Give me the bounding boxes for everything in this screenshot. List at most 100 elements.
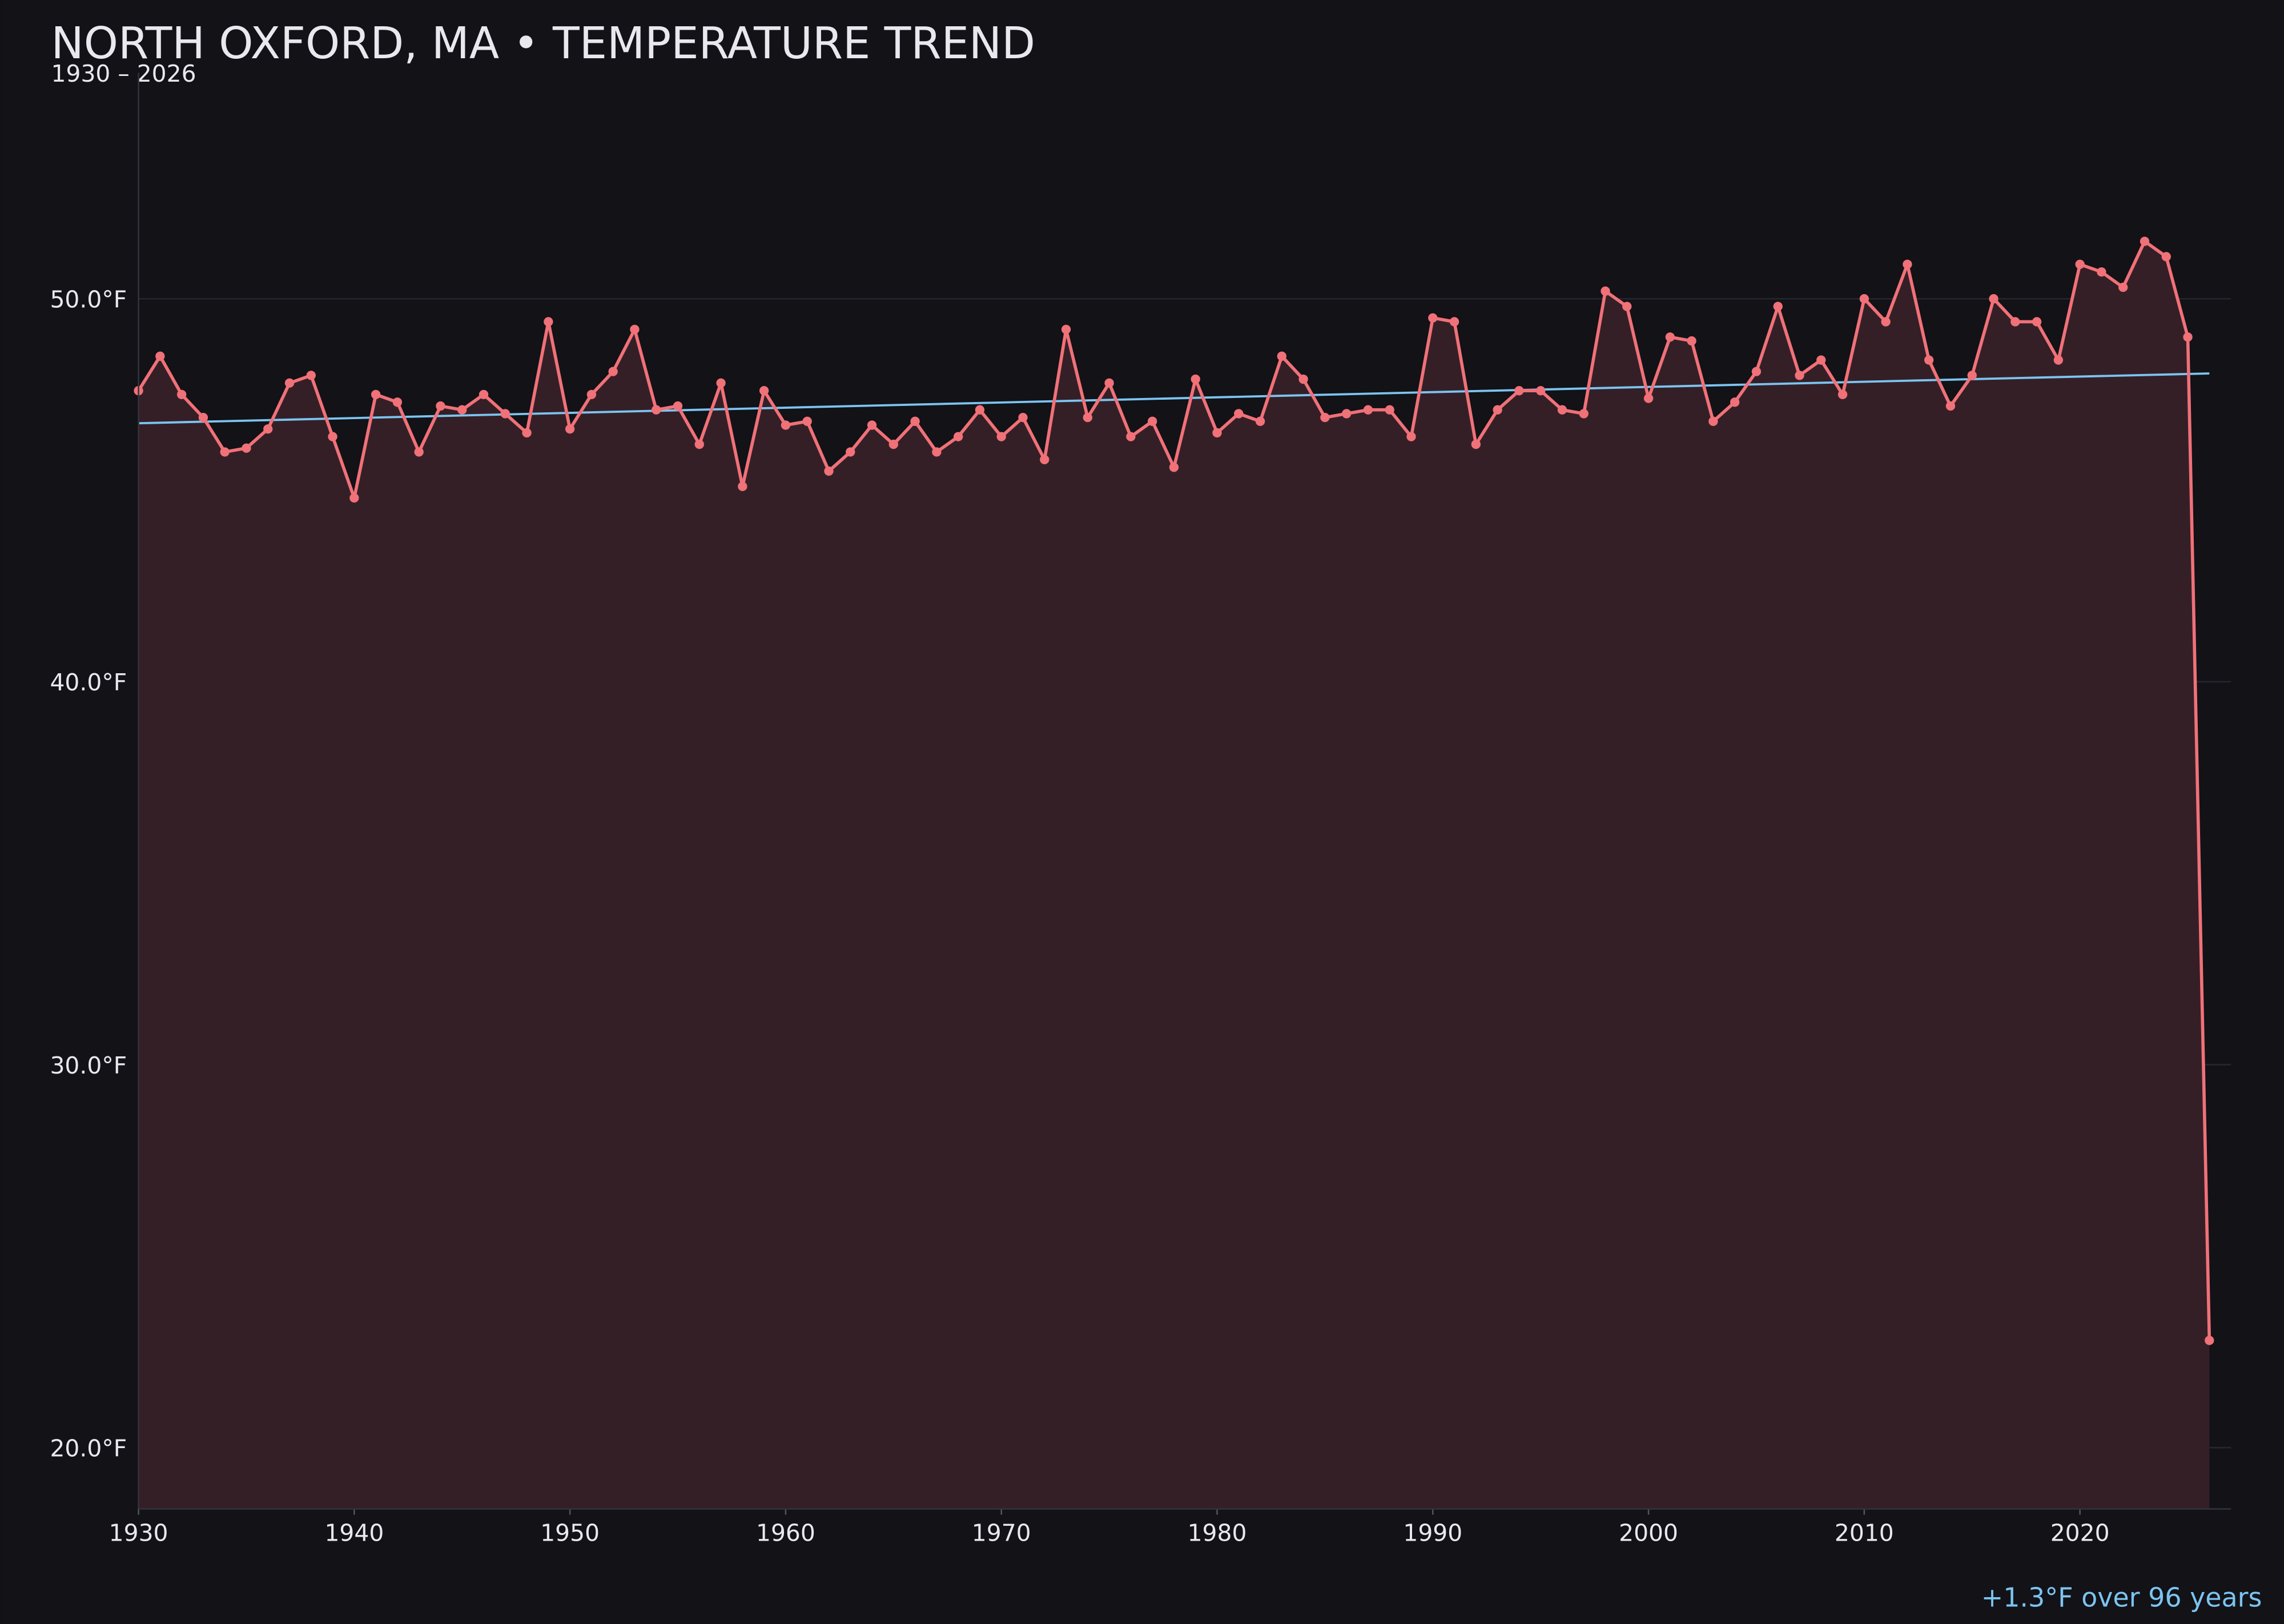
point <box>716 378 726 388</box>
point <box>198 412 208 423</box>
x-tick-label: 1980 <box>1188 1520 1247 1547</box>
point <box>953 432 963 441</box>
point <box>1449 317 1459 327</box>
point <box>500 409 510 419</box>
point <box>2183 332 2193 342</box>
point <box>586 389 597 400</box>
x-tick-label: 2000 <box>1619 1520 1678 1547</box>
point <box>1083 412 1092 423</box>
point <box>2032 317 2042 327</box>
point <box>846 447 855 457</box>
point <box>738 481 747 492</box>
point <box>975 405 985 415</box>
point <box>910 416 920 426</box>
point <box>2053 355 2064 365</box>
point <box>824 466 834 476</box>
point <box>1234 409 1244 419</box>
point <box>436 401 445 411</box>
point <box>1751 367 1762 376</box>
point <box>1061 324 1071 335</box>
point <box>781 420 791 430</box>
point <box>1708 416 1718 426</box>
point <box>1342 409 1352 419</box>
point <box>306 371 316 380</box>
point <box>1277 351 1286 361</box>
x-tick-label: 1930 <box>109 1520 168 1547</box>
point <box>630 324 640 335</box>
point <box>328 432 337 441</box>
point <box>1643 393 1654 403</box>
point <box>608 367 618 376</box>
point <box>673 401 683 411</box>
point <box>1169 463 1179 472</box>
point <box>1493 405 1502 415</box>
point <box>759 386 769 396</box>
y-tick-label: 50.0°F <box>50 286 127 313</box>
point <box>1126 432 1136 441</box>
point <box>220 447 230 457</box>
point <box>242 443 251 453</box>
point <box>2010 317 2020 327</box>
point <box>1687 336 1696 346</box>
point <box>1730 397 1740 407</box>
point <box>1104 378 1114 388</box>
area <box>138 241 2210 1509</box>
point <box>1924 355 1934 365</box>
point <box>1320 412 1330 423</box>
point <box>802 416 812 426</box>
point <box>1579 409 1589 419</box>
point <box>1989 294 1998 304</box>
trend-annotation: +1.3°F over 96 years <box>1981 1582 2262 1613</box>
point <box>1212 428 1222 438</box>
point <box>1903 259 1912 270</box>
point <box>1859 294 1869 304</box>
point <box>1665 332 1675 342</box>
x-tick-label: 1950 <box>540 1520 600 1547</box>
point <box>1191 374 1200 384</box>
point <box>1816 355 1826 365</box>
point <box>565 424 575 434</box>
x-tick-label: 1940 <box>324 1520 384 1547</box>
point <box>544 317 553 327</box>
point <box>457 405 467 415</box>
point <box>176 389 187 400</box>
y-tick-label: 20.0°F <box>50 1434 127 1462</box>
point <box>284 378 295 388</box>
point <box>996 432 1006 441</box>
point <box>932 447 942 457</box>
point <box>1406 432 1416 441</box>
point <box>1428 313 1438 323</box>
point <box>1795 371 1804 380</box>
point <box>1945 401 1956 411</box>
point <box>1040 455 1049 465</box>
point <box>2161 252 2171 262</box>
point <box>1298 374 1308 384</box>
point <box>1837 389 1848 400</box>
chart-subtitle: 1930 – 2026 <box>51 60 196 87</box>
trend-line <box>138 372 2210 425</box>
point <box>1471 439 1481 449</box>
point <box>392 397 403 407</box>
point <box>2075 259 2085 270</box>
point <box>1622 302 1632 311</box>
point <box>349 493 359 503</box>
point <box>414 447 424 457</box>
y-tick-label: 30.0°F <box>50 1052 127 1079</box>
chart-title: NORTH OXFORD, MA • TEMPERATURE TREND <box>51 18 1036 69</box>
point <box>1018 412 1028 423</box>
point <box>652 405 661 415</box>
point <box>1255 416 1265 426</box>
point <box>1881 317 1891 327</box>
point <box>1148 416 1157 426</box>
point <box>371 389 381 400</box>
point <box>1773 302 1783 311</box>
x-tick-label: 1960 <box>756 1520 815 1547</box>
y-tick-label: 40.0°F <box>50 669 127 696</box>
point <box>478 389 489 400</box>
point <box>1536 386 1546 396</box>
point <box>522 428 532 438</box>
x-tick-label: 1990 <box>1403 1520 1462 1547</box>
point <box>1514 386 1524 396</box>
